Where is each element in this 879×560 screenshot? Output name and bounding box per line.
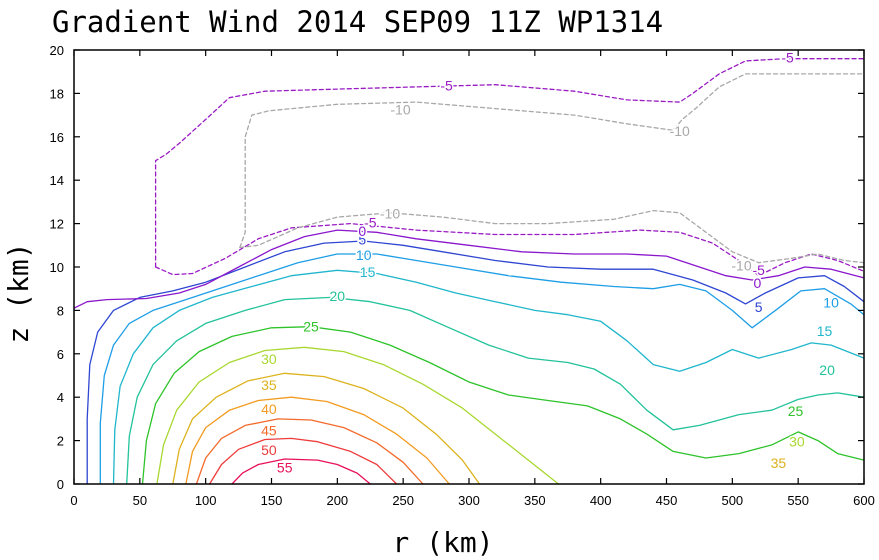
contour-label: 0: [358, 223, 366, 239]
contour-line-15: [112, 269, 865, 485]
x-tick-label: 0: [70, 493, 77, 508]
contour-label: 40: [261, 401, 277, 417]
contour-label: 10: [823, 295, 839, 311]
x-tick-label: 250: [392, 493, 414, 508]
contour-line-5: [86, 240, 865, 485]
contour-line-45: [195, 418, 424, 485]
contour-line--10b: [239, 209, 865, 264]
contour-line-40: [185, 396, 450, 485]
contour-label: 55: [277, 460, 293, 476]
contour-line-55: [231, 458, 371, 485]
contour-line-0: [73, 229, 865, 309]
y-tick-label: 16: [50, 130, 64, 145]
x-tick-label: 400: [590, 493, 612, 508]
contour-label: -10: [380, 206, 400, 222]
x-tick-label: 150: [261, 493, 283, 508]
contour-label: 10: [356, 247, 372, 263]
y-tick-label: 12: [50, 217, 64, 232]
x-tick-label: 200: [326, 493, 348, 508]
contour-label: -10: [390, 102, 410, 118]
y-tick-label: 0: [57, 477, 64, 492]
x-axis: 0 50 100 150 200 250 300 350 400 450 500 550 600: [70, 50, 875, 508]
contour-label: -10: [670, 123, 690, 139]
contour-label: 15: [360, 264, 376, 280]
contour-label: -10: [731, 258, 751, 274]
contour-line-35: [172, 372, 481, 485]
contour-labels: 555045403530252015105500-5-5-5-5-10-10-1…: [260, 48, 841, 477]
x-tick-label: 100: [195, 493, 217, 508]
y-tick-label: 2: [57, 434, 64, 449]
y-tick-label: 10: [50, 260, 64, 275]
contour-label: -5: [364, 214, 377, 230]
contour-label: 20: [819, 362, 835, 378]
y-tick-label: 18: [50, 86, 64, 101]
y-axis-title: z (km): [2, 242, 35, 343]
contour-label: 15: [817, 323, 833, 339]
contour-label: 30: [261, 351, 277, 367]
contour-label: 50: [261, 442, 277, 458]
contour-label: 5: [358, 232, 366, 248]
contour-label: 0: [754, 275, 762, 291]
chart-title: Gradient Wind 2014 SEP09 11Z WP1314: [52, 5, 663, 39]
contour-label: 20: [330, 288, 346, 304]
contour-line--5b: [154, 222, 865, 277]
contour-line--5: [154, 58, 865, 268]
contour-label: 45: [261, 423, 277, 439]
contour-label: -5: [781, 49, 794, 65]
contour-line-50: [208, 437, 398, 485]
contour-label: 35: [261, 377, 277, 393]
contour-lines: [73, 58, 865, 485]
contour-label: 5: [755, 299, 763, 315]
contour-label: 25: [788, 403, 804, 419]
x-tick-label: 600: [853, 493, 875, 508]
contour-label: -5: [752, 262, 765, 278]
contour-line-10: [99, 253, 865, 485]
contour-label: 30: [789, 434, 805, 450]
contour-label: 35: [771, 455, 787, 471]
contour-label: -5: [440, 78, 453, 94]
contour-line-20: [126, 296, 865, 485]
x-tick-label: 300: [458, 493, 480, 508]
x-tick-label: 500: [721, 493, 743, 508]
contour-line--10: [239, 73, 865, 249]
x-tick-label: 50: [133, 493, 147, 508]
contour-label: 25: [303, 319, 319, 335]
x-axis-title: r (km): [392, 526, 493, 559]
x-tick-label: 550: [787, 493, 809, 508]
contour-line-25: [141, 326, 865, 485]
y-tick-label: 4: [57, 390, 64, 405]
y-tick-label: 8: [57, 303, 64, 318]
y-tick-label: 6: [57, 347, 64, 362]
contour-line-30: [156, 346, 560, 485]
y-tick-label: 20: [50, 43, 64, 58]
y-tick-label: 14: [50, 173, 64, 188]
y-axis: 0 2 4 6 8 10 12 14 16 18 20: [50, 43, 864, 492]
x-tick-label: 350: [524, 493, 546, 508]
x-tick-label: 450: [656, 493, 678, 508]
